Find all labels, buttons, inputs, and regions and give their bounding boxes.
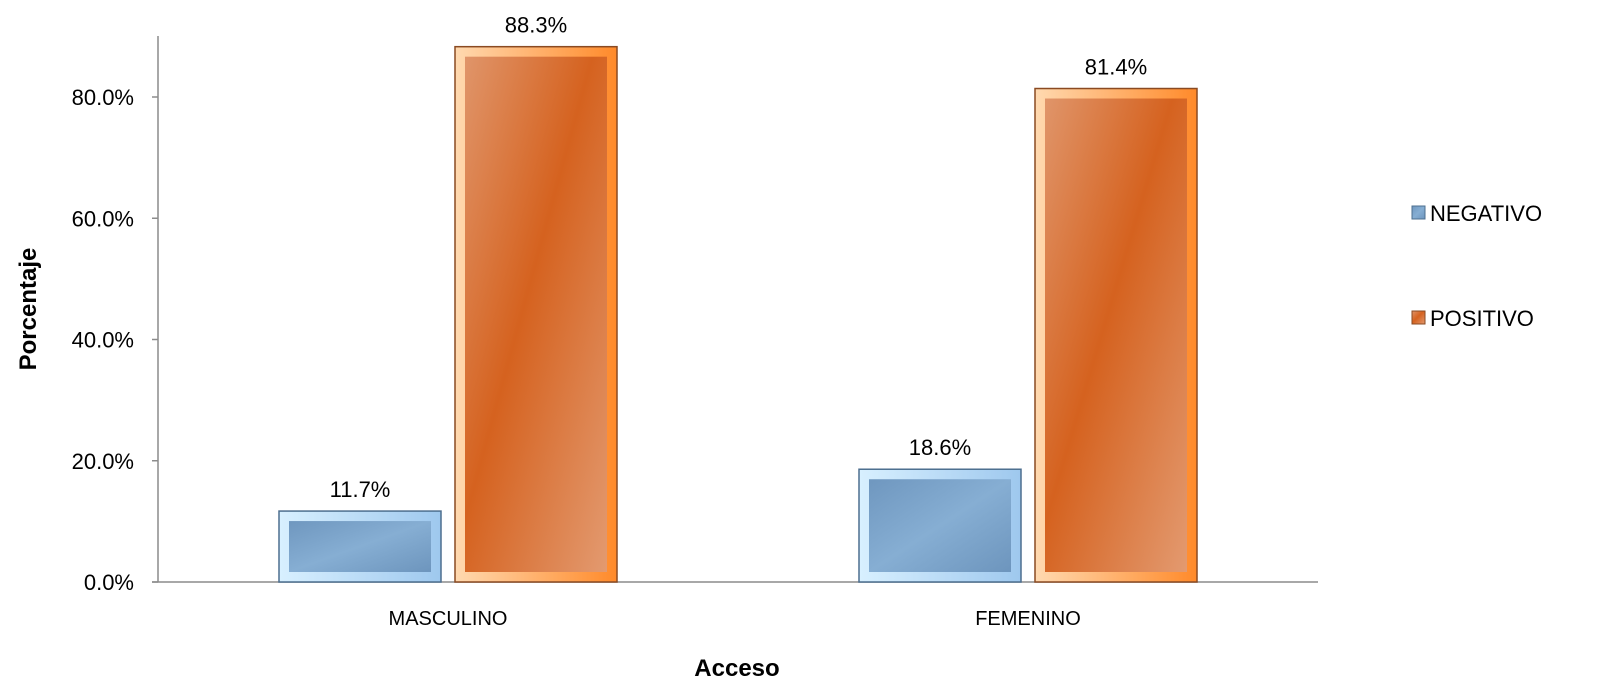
x-axis-title: Acceso [694,655,779,682]
category-labels: MASCULINO FEMENINO [389,608,1081,630]
data-label: 81.4% [1085,55,1147,80]
category-label: FEMENINO [975,608,1081,630]
legend: NEGATIVO POSITIVO [1411,201,1542,331]
y-axis-title: Porcentaje [15,248,42,371]
data-label: 88.3% [505,13,567,38]
legend-label-negativo: NEGATIVO [1430,201,1542,226]
bar-face-positivo-masculino [465,56,607,572]
bar-face-negativo-masculino [289,521,431,572]
bar-face-positivo-femenino [1045,98,1187,572]
y-tick-label: 60.0% [72,206,134,231]
y-tick-label: 80.0% [72,85,134,110]
data-labels: 11.7% 88.3% 18.6% 81.4% [330,13,1148,502]
y-axis-ticks: 0.0% 20.0% 40.0% 60.0% 80.0% [72,85,158,595]
y-tick-label: 0.0% [84,570,134,595]
y-tick-label: 40.0% [72,328,134,353]
category-label: MASCULINO [389,608,508,630]
legend-swatch-negativo [1411,205,1426,220]
legend-swatch-positivo [1411,310,1426,325]
data-label: 18.6% [909,435,971,460]
data-label: 11.7% [330,477,391,502]
y-tick-label: 20.0% [72,449,134,474]
bars [278,45,1198,583]
legend-label-positivo: POSITIVO [1430,306,1534,331]
bar-face-negativo-femenino [869,479,1011,572]
